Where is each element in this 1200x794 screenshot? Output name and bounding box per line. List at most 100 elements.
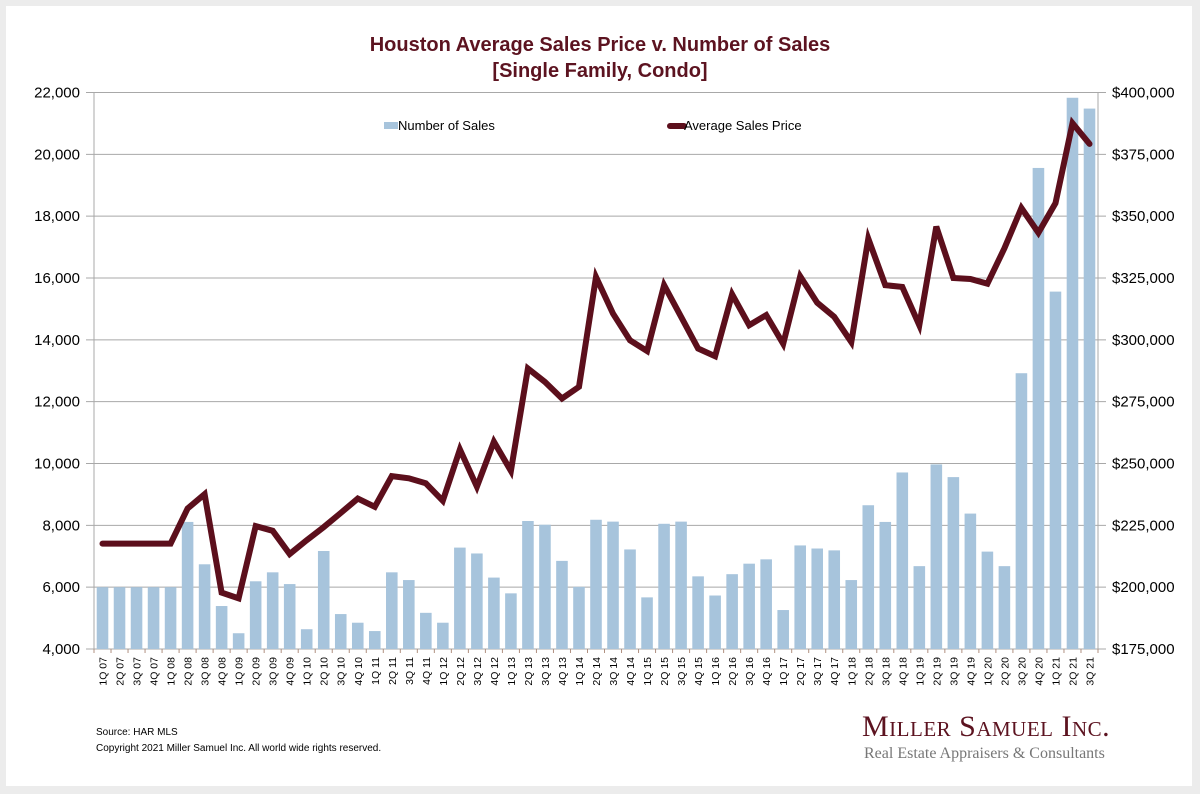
x-axis-tick-label: 4Q 16 (761, 657, 773, 686)
left-axis-tick-label: 18,000 (34, 208, 80, 225)
bar-number-of-sales (641, 597, 653, 649)
left-axis-tick-label: 12,000 (34, 394, 80, 411)
left-axis-ticks: 4,000 6,000 8,000 10,000 12,000 14,000 16,000 1… (34, 85, 80, 659)
right-axis-tick-label: $225,000 (1112, 517, 1175, 534)
x-axis-tick-label: 4Q 14 (625, 657, 637, 686)
chart-subtitle: [Single Family, Condo] (492, 60, 708, 82)
bar-number-of-sales (777, 610, 789, 649)
x-axis-tick-label: 3Q 15 (676, 657, 688, 686)
x-axis-tick-label: 3Q 10 (336, 657, 348, 686)
x-axis-tick-label: 1Q 10 (302, 657, 314, 686)
right-axis-tick-label: $300,000 (1112, 332, 1175, 349)
chart-title: Houston Average Sales Price v. Number of… (369, 34, 831, 56)
bar-number-of-sales (845, 580, 858, 649)
bar-number-of-sales (981, 551, 994, 649)
x-axis-tick-label: 2Q 07 (115, 657, 127, 686)
bar-number-of-sales (300, 629, 313, 649)
x-axis-tick-label: 1Q 15 (642, 657, 654, 686)
x-axis-tick-label: 3Q 07 (132, 657, 144, 686)
bar-number-of-sales (232, 633, 245, 649)
x-axis-tick-label: 1Q 14 (574, 657, 586, 686)
bar-number-of-sales (913, 566, 926, 649)
bar-number-of-sales (896, 472, 909, 649)
x-axis-tick-label: 3Q 18 (880, 657, 892, 686)
x-axis-tick-label: 1Q 20 (982, 657, 994, 686)
bar-number-of-sales (351, 622, 364, 649)
bar-number-of-sales (794, 545, 806, 649)
bar-number-of-sales (147, 587, 160, 649)
x-axis-tick-label: 3Q 09 (268, 657, 280, 686)
x-axis-tick-label: 2Q 21 (1067, 657, 1079, 686)
x-axis-tick-label: 4Q 17 (829, 657, 841, 686)
bar-number-of-sales (709, 595, 721, 649)
x-axis-tick-label: 2Q 10 (319, 657, 331, 686)
chart-frame (6, 6, 1192, 786)
bar-number-of-sales (164, 587, 177, 649)
x-axis-tick-label: 4Q 11 (421, 657, 433, 685)
bar-number-of-sales (334, 614, 347, 649)
bar-number-of-sales (964, 513, 977, 649)
legend-label-average-sales-price: Average Sales Price (684, 118, 802, 133)
x-axis-tick-label: 3Q 21 (1084, 657, 1096, 686)
x-axis-tick-label: 1Q 13 (506, 657, 518, 686)
bar-number-of-sales (403, 580, 415, 649)
left-axis-tick-label: 8,000 (42, 517, 80, 534)
x-axis-tick-label: 3Q 16 (744, 657, 756, 686)
x-axis-tick-label: 2Q 19 (931, 657, 943, 686)
bar-number-of-sales (675, 521, 687, 649)
bar-number-of-sales (471, 553, 483, 649)
bar-number-of-sales (862, 505, 875, 649)
x-axis-tick-label: 2Q 20 (999, 657, 1011, 686)
x-axis-tick-label: 2Q 17 (795, 657, 807, 686)
bar-number-of-sales (368, 631, 381, 649)
bar-number-of-sales (488, 577, 500, 649)
x-axis-tick-label: 4Q 19 (965, 657, 977, 686)
x-axis-tick-label: 1Q 07 (98, 657, 110, 686)
bar-number-of-sales (266, 572, 279, 649)
right-axis-tick-label: $350,000 (1112, 208, 1175, 225)
x-axis-tick-label: 1Q 12 (438, 657, 450, 686)
x-axis-tick-label: 2Q 08 (183, 657, 195, 686)
x-axis-tick-label: 3Q 14 (608, 657, 620, 686)
x-axis-tick-label: 4Q 12 (489, 657, 501, 686)
x-axis-tick-label: 1Q 16 (710, 657, 722, 686)
bar-number-of-sales (1083, 108, 1096, 650)
x-axis-tick-label: 4Q 08 (217, 657, 229, 686)
x-axis-tick-label: 3Q 08 (200, 657, 212, 686)
bar-number-of-sales (386, 572, 398, 649)
x-axis-tick-label: 4Q 18 (897, 657, 909, 686)
x-axis-tick-label: 2Q 12 (455, 657, 467, 686)
x-axis-tick-label: 1Q 09 (234, 657, 246, 686)
line-series (99, 116, 1093, 603)
x-axis-tick-label: 4Q 07 (149, 657, 161, 686)
bar-number-of-sales (811, 548, 824, 649)
x-axis-tick-label: 3Q 20 (1016, 657, 1028, 686)
left-axis-tick-label: 16,000 (34, 270, 80, 287)
right-axis-ticks: $175,000 $200,000 $225,000 $250,000 $275,000… (1112, 85, 1175, 659)
bar-number-of-sales (130, 587, 143, 649)
bar-number-of-sales (1032, 167, 1045, 650)
bar-number-of-sales (947, 477, 960, 649)
bar-number-of-sales (726, 574, 738, 649)
x-axis-tick-label: 3Q 11 (404, 657, 416, 685)
bar-number-of-sales (556, 560, 568, 649)
right-axis-tick-label: $250,000 (1112, 456, 1175, 473)
bar-number-of-sales (692, 576, 704, 649)
copyright-note: Copyright 2021 Miller Samuel Inc. All wo… (96, 743, 382, 754)
bar-number-of-sales (658, 523, 670, 649)
bar-number-of-sales (215, 606, 228, 649)
bar-number-of-sales (1015, 373, 1028, 649)
left-axis-tick-label: 14,000 (34, 332, 80, 349)
bar-number-of-sales (198, 564, 211, 649)
bar-series (96, 97, 1096, 650)
x-axis-tick-label: 2Q 13 (523, 657, 535, 686)
bar-number-of-sales (624, 549, 636, 649)
company-logo-tagline: Real Estate Appraisers & Consultants (864, 745, 1105, 762)
bar-number-of-sales (181, 521, 194, 649)
bar-number-of-sales (760, 559, 772, 649)
right-axis-tick-label: $375,000 (1112, 146, 1175, 163)
bar-number-of-sales (1066, 97, 1079, 649)
x-axis-tick-label: 4Q 09 (285, 657, 297, 686)
x-axis-tick-label: 3Q 19 (948, 657, 960, 686)
